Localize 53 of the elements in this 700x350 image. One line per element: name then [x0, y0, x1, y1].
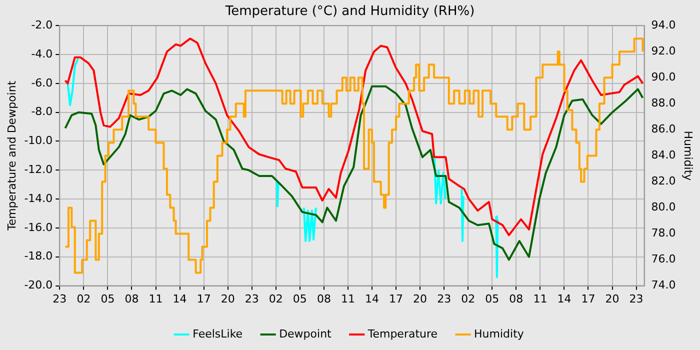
x-tick-label: 11: [340, 292, 355, 306]
y-tick-label: -8.0: [31, 105, 53, 118]
x-tick-label: 14: [172, 292, 187, 306]
legend-label: Dewpoint: [279, 327, 332, 340]
x-tick-label: 08: [124, 292, 139, 306]
y2-tick-label: 80.0: [651, 200, 676, 214]
x-tick-label: 11: [533, 292, 548, 306]
x-tick-label: 02: [461, 292, 476, 306]
legend-label: Temperature: [366, 327, 438, 340]
x-tick-label: 08: [316, 292, 331, 306]
y2-tick-label: 86.0: [651, 122, 676, 136]
y2-tick-label: 78.0: [651, 226, 676, 240]
x-tick-label: 02: [76, 292, 91, 306]
y2-tick-label: 92.0: [651, 44, 676, 58]
y2-tick-label: 76.0: [651, 252, 676, 266]
x-tick-label: 11: [148, 292, 163, 306]
y2-tick-label: 84.0: [651, 148, 676, 162]
x-tick-label: 23: [437, 292, 452, 306]
x-tick-label: 05: [100, 292, 115, 306]
y2-tick-label: 88.0: [651, 96, 676, 110]
y2-tick-label: 90.0: [651, 70, 676, 84]
y-tick-label: -16.0: [24, 220, 53, 234]
x-tick-label: 05: [485, 292, 500, 306]
x-tick-label: 02: [268, 292, 283, 306]
legend-label: Humidity: [474, 327, 524, 340]
y-tick-label: -10.0: [24, 134, 53, 148]
x-tick-label: 20: [605, 292, 620, 306]
x-tick-label: 05: [292, 292, 307, 306]
legend-label: FeelsLike: [192, 327, 243, 340]
y-axis-title: Temperature and Dewpoint: [5, 80, 18, 232]
x-tick-label: 14: [557, 292, 572, 306]
y-tick-label: -18.0: [24, 250, 53, 263]
y-tick-label: -6.0: [31, 76, 53, 90]
x-tick-label: 20: [413, 292, 428, 306]
y2-tick-label: 94.0: [651, 18, 676, 32]
x-tick-label: 17: [196, 292, 211, 306]
x-tick-label: 17: [389, 292, 404, 306]
y-tick-label: -12.0: [24, 163, 53, 176]
x-tick-label: 20: [220, 292, 235, 306]
x-tick-label: 23: [52, 292, 67, 306]
y2-axis-title: Humidity: [682, 130, 695, 182]
x-tick-label: 14: [365, 292, 380, 306]
y-tick-label: -20.0: [24, 278, 53, 292]
x-tick-label: 23: [629, 292, 644, 306]
y-tick-label: -2.0: [31, 18, 53, 32]
x-tick-label: 17: [581, 292, 596, 306]
y-tick-label: -4.0: [31, 47, 53, 60]
y-tick-label: -14.0: [24, 192, 53, 205]
x-tick-label: 08: [509, 292, 524, 306]
y2-tick-label: 82.0: [651, 174, 676, 188]
chart-title: Temperature (°C) and Humidity (RH%): [224, 4, 475, 20]
y2-tick-label: 74.0: [651, 278, 676, 292]
x-tick-label: 23: [244, 292, 259, 306]
